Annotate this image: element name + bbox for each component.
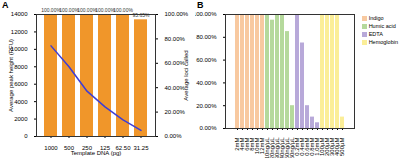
svg-text:80.00%: 80.00%: [196, 34, 217, 40]
html-text:EDTA: EDTA: [368, 31, 383, 37]
svg-text:1000: 1000: [44, 145, 58, 151]
svg-text:500: 500: [64, 144, 74, 151]
svg-text:8mM: 8mM: [249, 137, 256, 151]
html-text:Hemoglobin: Hemoglobin: [368, 39, 398, 45]
svg-text:500µM: 500µM: [339, 138, 345, 156]
html-text:B: B: [197, 0, 204, 10]
svg-text:Average peak height (RFU): Average peak height (RFU): [8, 39, 14, 112]
svg-text:0: 0: [24, 133, 28, 139]
svg-text:40.00%: 40.00%: [164, 84, 185, 91]
svg-text:2000: 2000: [14, 116, 28, 122]
svg-text:250: 250: [82, 144, 92, 151]
svg-text:4000: 4000: [14, 99, 28, 105]
svg-text:6mM: 6mM: [244, 137, 251, 151]
html-text:Indigo: Indigo: [368, 15, 384, 21]
svg-text:31.25: 31.25: [133, 145, 149, 151]
svg-text:95.65%: 95.65%: [133, 12, 151, 18]
svg-text:62.50: 62.50: [115, 144, 131, 151]
svg-text:400µM: 400µM: [334, 137, 341, 156]
svg-text:12mM: 12mM: [259, 137, 266, 155]
svg-text:100µM: 100µM: [319, 137, 326, 156]
svg-text:0.2mM: 0.2mM: [294, 137, 301, 156]
html-text:A: A: [2, 0, 9, 10]
svg-text:100.00%: 100.00%: [195, 11, 217, 17]
svg-text:4mM: 4mM: [239, 137, 246, 151]
svg-text:300µM: 300µM: [329, 137, 336, 156]
svg-text:0.00%: 0.00%: [199, 125, 217, 131]
html-text:Humic acid: Humic acid: [368, 23, 396, 29]
html-text:100.00% 100.00% 100.00% 100.00: 100.00% 100.00% 100.00% 100.00%: [41, 7, 115, 14]
svg-text:6000: 6000: [14, 81, 28, 87]
svg-text:10mM: 10mM: [254, 137, 261, 155]
svg-text:60.00%: 60.00%: [164, 60, 185, 67]
svg-text:20.00%: 20.00%: [196, 103, 217, 109]
svg-text:8000: 8000: [14, 64, 28, 70]
svg-text:0.4mM: 0.4mM: [299, 137, 306, 156]
svg-text:200µM: 200µM: [324, 137, 331, 156]
svg-text:0.00%: 0.00%: [165, 133, 183, 139]
svg-text:2mM: 2mM: [234, 137, 241, 151]
svg-text:Average loci called: Average loci called: [183, 50, 189, 100]
svg-text:0.6mM: 0.6mM: [304, 137, 311, 156]
svg-text:125: 125: [100, 144, 110, 151]
svg-text:0.8mM: 0.8mM: [309, 137, 316, 156]
svg-text:100.00%: 100.00%: [113, 7, 133, 13]
svg-text:80.00%: 80.00%: [165, 36, 186, 42]
svg-text:12000: 12000: [11, 29, 28, 35]
svg-text:10000: 10000: [10, 46, 28, 53]
svg-text:Template DNA (pg): Template DNA (pg): [71, 150, 122, 156]
svg-text:60.00%: 60.00%: [196, 57, 217, 63]
svg-text:100.00%: 100.00%: [165, 11, 189, 17]
svg-text:40.00%: 40.00%: [196, 80, 217, 86]
svg-text:14000: 14000: [11, 11, 28, 17]
svg-text:1.0mM: 1.0mM: [314, 137, 321, 156]
svg-text:20.00%: 20.00%: [165, 109, 186, 115]
